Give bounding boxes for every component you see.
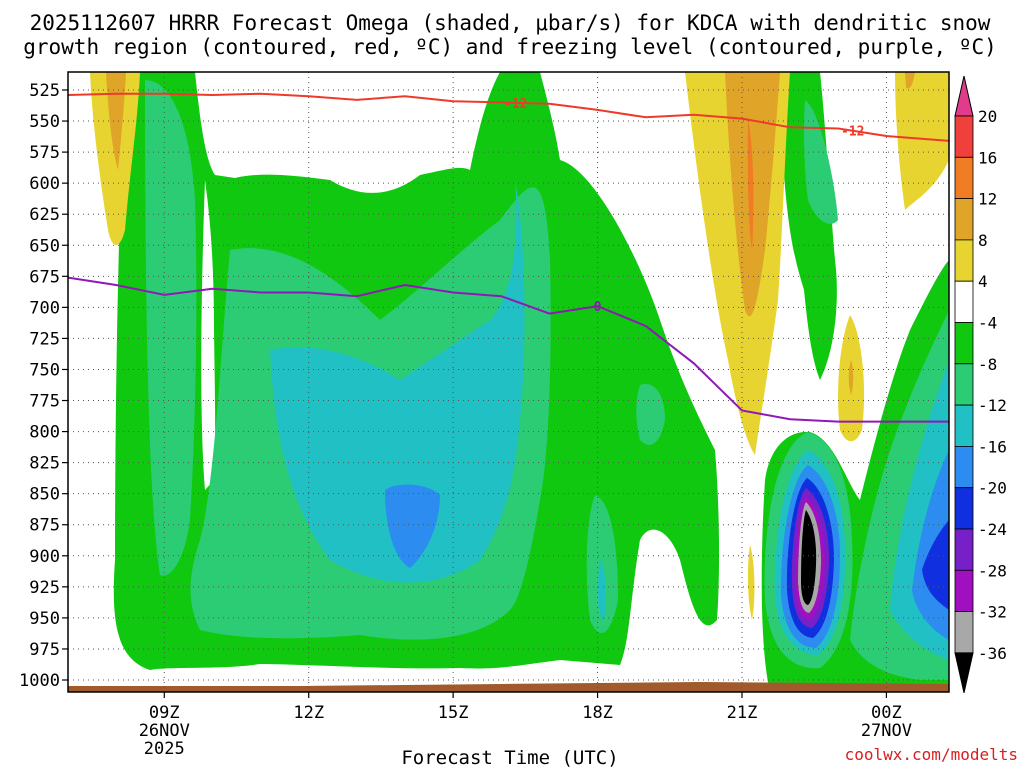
colorbar-swatch — [954, 611, 974, 654]
omega-fill-teal-19z — [636, 384, 665, 445]
colorbar-swatch — [954, 404, 974, 447]
omega-fill-darkorange-21z — [747, 120, 754, 250]
omega-shading — [90, 72, 949, 692]
colorbar-cap-top — [954, 75, 974, 117]
colorbar-label: 8 — [978, 231, 988, 250]
x-tick-label: 18Z — [582, 703, 613, 723]
colorbar-label: -32 — [978, 603, 1007, 622]
x-tick-label: 15Z — [438, 703, 469, 723]
colorbar-label: -4 — [978, 314, 997, 333]
plot-frame — [67, 71, 950, 693]
omega-fill-teal-right-top — [804, 100, 838, 224]
colorbar-label: 16 — [978, 148, 997, 167]
y-tick-label: 775 — [29, 392, 60, 412]
y-tick-label: 875 — [29, 516, 60, 536]
omega-fill-teal-left — [145, 80, 197, 576]
colorbar-cap-bottom — [954, 652, 974, 694]
chart-title-line-1: 2025112607 HRRR Forecast Omega (shaded, … — [30, 11, 991, 35]
omega-fill-teal-18z — [586, 495, 618, 634]
y-tick-label: 675 — [29, 267, 60, 287]
x-tick-label: 26NOV — [139, 721, 190, 741]
omega-fill-blue-main — [385, 484, 440, 568]
colorbar-label: -16 — [978, 437, 1007, 456]
omega-fill-black-core — [801, 510, 817, 605]
colorbar-swatch — [954, 569, 974, 612]
colorbar-label: -8 — [978, 355, 997, 374]
x-tick-label: 21Z — [727, 703, 758, 723]
y-tick-label: 975 — [29, 640, 60, 660]
freezing-level-contour — [68, 276, 949, 423]
dgz-contour-label: -12 — [841, 125, 864, 140]
colorbar-swatch — [954, 280, 974, 323]
y-tick-label: 525 — [29, 81, 60, 101]
colorbar-swatch — [954, 487, 974, 530]
colorbar-swatch — [954, 198, 974, 241]
credit-text: coolwx.com/modelts — [845, 745, 1018, 764]
pressure-axis: 525 550 575 600 625 650 675 700 725 750 775 800 825 8… — [19, 81, 68, 691]
colorbar: 20 16 12 8 4 -4 -8 -12 -16 -20 -24 -28 -32 -36 — [954, 75, 1007, 694]
y-tick-label: 850 — [29, 485, 60, 505]
omega-fill-orange-topright — [905, 72, 915, 89]
chart-title-line-2: growth region (contoured, red, ºC) and f… — [23, 35, 997, 59]
omega-fill-cyan-18z — [597, 560, 606, 620]
omega-fill-orange-lens — [848, 360, 854, 395]
y-tick-label: 1000 — [19, 671, 60, 691]
colorbar-label: 20 — [978, 107, 997, 126]
colorbar-swatch — [954, 445, 974, 489]
colorbar-label: 4 — [978, 272, 988, 291]
y-tick-label: 750 — [29, 360, 60, 380]
y-tick-label: 600 — [29, 174, 60, 194]
x-tick-label: 09Z — [149, 703, 180, 723]
colorbar-label: -12 — [978, 396, 1007, 415]
y-tick-label: 725 — [29, 329, 60, 349]
colorbar-swatch — [954, 528, 974, 571]
ground-surface — [68, 682, 949, 692]
omega-fill-yellow-left — [90, 72, 140, 245]
dgz-top-contour — [68, 92, 949, 142]
colorbar-swatch — [954, 156, 974, 200]
omega-fill-orange-left — [106, 72, 126, 170]
plot-area: -12 -12 0 — [67, 71, 950, 693]
y-tick-label: 925 — [29, 578, 60, 598]
y-tick-label: 625 — [29, 205, 60, 225]
y-tick-label: 550 — [29, 112, 60, 132]
colorbar-swatch — [954, 115, 974, 158]
colorbar-label: 12 — [978, 190, 997, 209]
colorbar-label: -28 — [978, 561, 1007, 580]
colorbar-label: -24 — [978, 520, 1007, 539]
x-tick-label: 2025 — [144, 739, 185, 759]
y-tick-label: 950 — [29, 609, 60, 629]
y-tick-label: 575 — [29, 143, 60, 163]
x-tick-label: 00Z — [871, 703, 902, 723]
grid — [68, 72, 949, 692]
omega-fill-white-gap — [201, 180, 216, 490]
dgz-contour-label: -12 — [504, 97, 527, 112]
freezing-level-contour-label: 0 — [594, 300, 602, 315]
omega-fill-darkblue-rightlow — [922, 520, 949, 610]
y-tick-label: 800 — [29, 423, 60, 443]
omega-fill-yellow-21z-bottom — [747, 545, 755, 620]
x-axis-title: Forecast Time (UTC) — [401, 747, 618, 768]
colorbar-label: -20 — [978, 479, 1007, 498]
colorbar-swatch — [954, 363, 974, 406]
omega-fill-yellow-topright — [895, 72, 949, 210]
x-tick-label: 27NOV — [861, 721, 912, 741]
x-tick-label: 12Z — [293, 703, 324, 723]
omega-fill-cyan-main — [270, 180, 525, 583]
colorbar-swatch — [954, 239, 974, 282]
y-tick-label: 825 — [29, 454, 60, 474]
colorbar-label: -36 — [978, 644, 1007, 663]
y-tick-label: 650 — [29, 236, 60, 256]
y-tick-label: 900 — [29, 547, 60, 567]
colorbar-swatch — [954, 322, 974, 365]
y-tick-label: 700 — [29, 298, 60, 318]
